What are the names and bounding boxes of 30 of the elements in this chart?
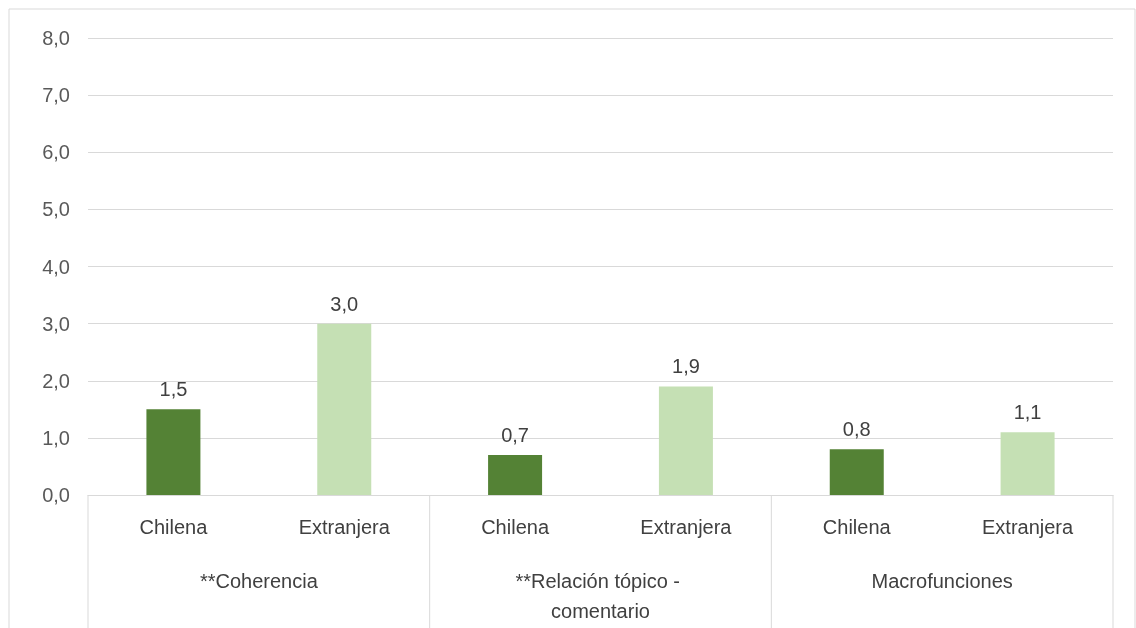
text: Macrofunciones — [871, 570, 1013, 592]
bar — [1000, 432, 1055, 495]
bar — [829, 449, 884, 495]
x-tick-label: Extranjera — [298, 516, 391, 538]
bar — [317, 323, 372, 495]
x-tick-label: Extranjera — [982, 516, 1075, 538]
x-tick-label: Chilena — [822, 516, 892, 538]
data-label: 0,8 — [842, 418, 871, 441]
text: **Coherencia — [199, 570, 319, 592]
x-tick-label: Extranjera — [640, 516, 733, 538]
bar — [658, 386, 713, 495]
y-tick-label: 6,0 — [42, 141, 70, 164]
y-tick-label: 2,0 — [42, 369, 70, 392]
y-tick-label: 7,0 — [42, 84, 70, 107]
y-tick-label: 5,0 — [42, 198, 70, 221]
y-tick-label: 4,0 — [42, 255, 70, 278]
data-label: 0,7 — [501, 424, 529, 447]
y-tick-label: 3,0 — [42, 312, 70, 335]
y-tick-label: 1,0 — [42, 426, 70, 449]
y-tick-label: 0,0 — [42, 484, 70, 506]
x-tick-label: Chilena — [139, 516, 209, 538]
data-label: 1,9 — [672, 355, 700, 378]
y-tick-label: 8,0 — [42, 27, 70, 49]
data-label: 3,0 — [330, 292, 359, 315]
data-label: 1,5 — [159, 378, 188, 401]
x-tick-label: Chilena — [481, 516, 550, 538]
data-label: 1,1 — [1013, 401, 1042, 424]
bar — [488, 455, 543, 495]
text: **Relación tópico - comentario — [515, 570, 686, 622]
bar — [146, 409, 201, 495]
